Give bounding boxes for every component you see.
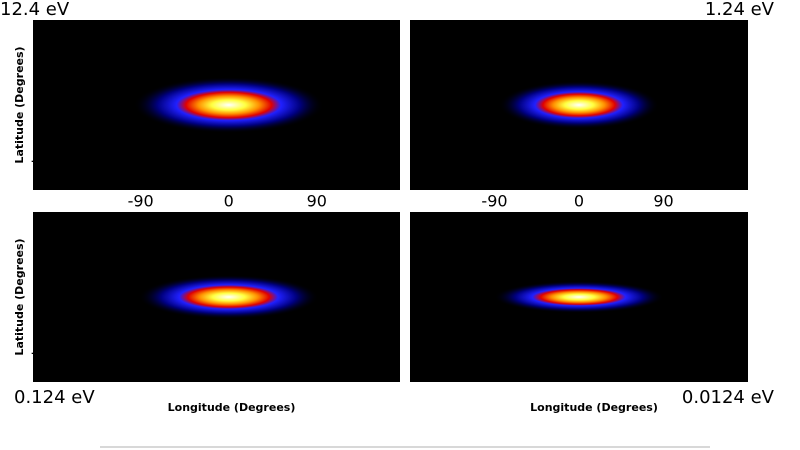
intensity-glow: [138, 275, 319, 319]
y-tick-label: 60: [37, 38, 57, 57]
y-tick-label: 0: [47, 95, 57, 114]
x-tick-label: -90: [128, 192, 154, 211]
y-tick-label: -60: [31, 151, 57, 170]
intensity-glow: [133, 77, 324, 133]
energy-label: 0.124 eV: [14, 387, 95, 408]
x-tick-label: 0: [224, 192, 234, 211]
energy-label: 12.4 eV: [0, 0, 70, 20]
y-tick-label: 60: [37, 230, 57, 249]
y-tick-label: -60: [31, 343, 57, 362]
x-tick-label: -90: [481, 192, 507, 211]
y-axis-label: Latitude (Degrees): [13, 238, 26, 355]
intensity-glow: [499, 81, 659, 129]
x-tick-label: 90: [653, 192, 673, 211]
energy-label: 1.24 eV: [705, 0, 775, 20]
y-tick-label: 0: [47, 287, 57, 306]
x-tick-label: 90: [307, 192, 327, 211]
x-axis-label: Longitude (Degrees): [530, 401, 658, 414]
y-axis-label: Latitude (Degrees): [13, 46, 26, 163]
x-tick-label: 0: [574, 192, 584, 211]
x-axis-label: Longitude (Degrees): [168, 401, 296, 414]
intensity-glow: [494, 281, 664, 313]
energy-label: 0.0124 eV: [682, 387, 775, 408]
